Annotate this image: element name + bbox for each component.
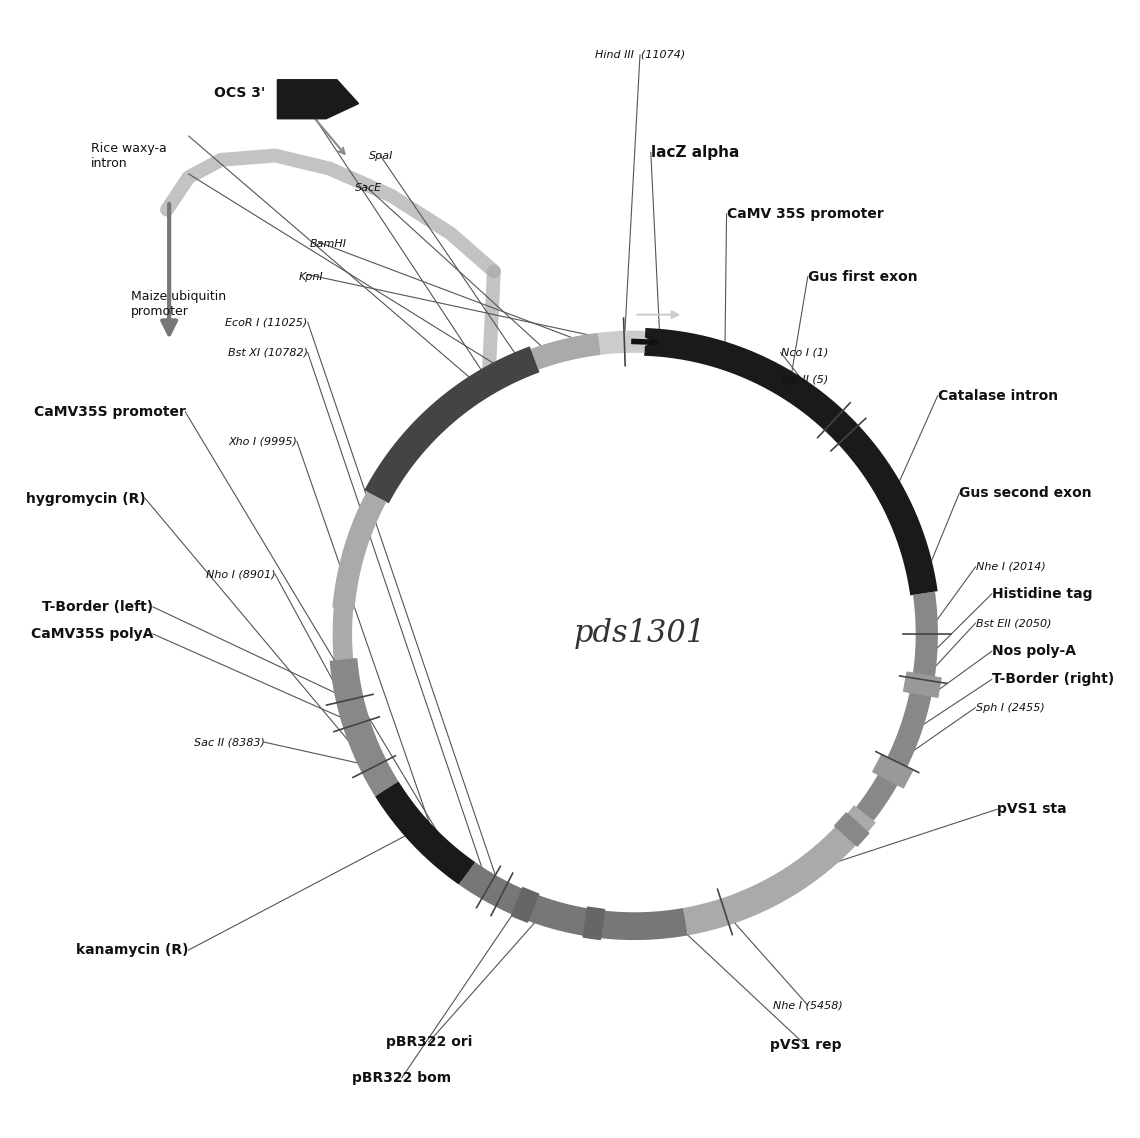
Text: pds1301: pds1301 [573,618,706,650]
Text: Nos poly-A: Nos poly-A [992,644,1076,658]
Text: T-Border (right): T-Border (right) [992,673,1114,686]
Text: Catalase intron: Catalase intron [937,389,1058,403]
Text: Nhe I (2014): Nhe I (2014) [976,562,1045,571]
Text: Hind III  (11074): Hind III (11074) [595,50,685,60]
Polygon shape [834,813,869,846]
Polygon shape [904,673,942,698]
Text: Gus second exon: Gus second exon [959,486,1092,501]
Text: SpaI: SpaI [369,150,393,160]
Text: Sph I (2455): Sph I (2455) [976,702,1044,712]
Text: T-Border (left): T-Border (left) [42,600,153,613]
Polygon shape [873,754,912,787]
Text: KpnI: KpnI [299,272,324,282]
Text: BamHI: BamHI [310,239,347,249]
Text: Rice waxy-a
intron: Rice waxy-a intron [91,141,166,170]
Text: Nco I (1): Nco I (1) [781,347,828,357]
Text: Maize ubiquitin
promoter: Maize ubiquitin promoter [131,290,227,318]
Text: hygromycin (R): hygromycin (R) [25,492,145,505]
Text: kanamycin (R): kanamycin (R) [76,943,188,957]
Text: Gus first exon: Gus first exon [808,270,918,283]
Text: CaMV35S polyA: CaMV35S polyA [31,627,153,641]
Text: SacE: SacE [356,183,382,193]
Text: Sac II (8383): Sac II (8383) [194,737,264,748]
Text: OCS 3': OCS 3' [214,85,266,100]
Text: EcoR I (11025): EcoR I (11025) [226,318,308,328]
Text: Bst XI (10782): Bst XI (10782) [228,347,308,357]
Polygon shape [277,80,359,118]
Text: Nho I (8901): Nho I (8901) [205,569,275,579]
Text: pBR322 bom: pBR322 bom [352,1071,451,1085]
Polygon shape [512,888,539,922]
Text: CaMV 35S promoter: CaMV 35S promoter [726,207,884,221]
Polygon shape [584,907,604,940]
Text: CaMV35S promoter: CaMV35S promoter [33,405,186,419]
Text: pBR322 ori: pBR322 ori [385,1034,472,1049]
Text: Xho I (9995): Xho I (9995) [228,436,296,446]
Text: pVS1 sta: pVS1 sta [998,802,1067,816]
Text: lacZ alpha: lacZ alpha [651,145,739,159]
Text: Bst EII (2050): Bst EII (2050) [976,618,1051,628]
Text: Nhe I (5458): Nhe I (5458) [773,1000,842,1011]
Text: pVS1 rep: pVS1 rep [770,1038,841,1053]
Text: Bgl II (5): Bgl II (5) [781,374,828,385]
Text: Histidine tag: Histidine tag [992,587,1092,601]
